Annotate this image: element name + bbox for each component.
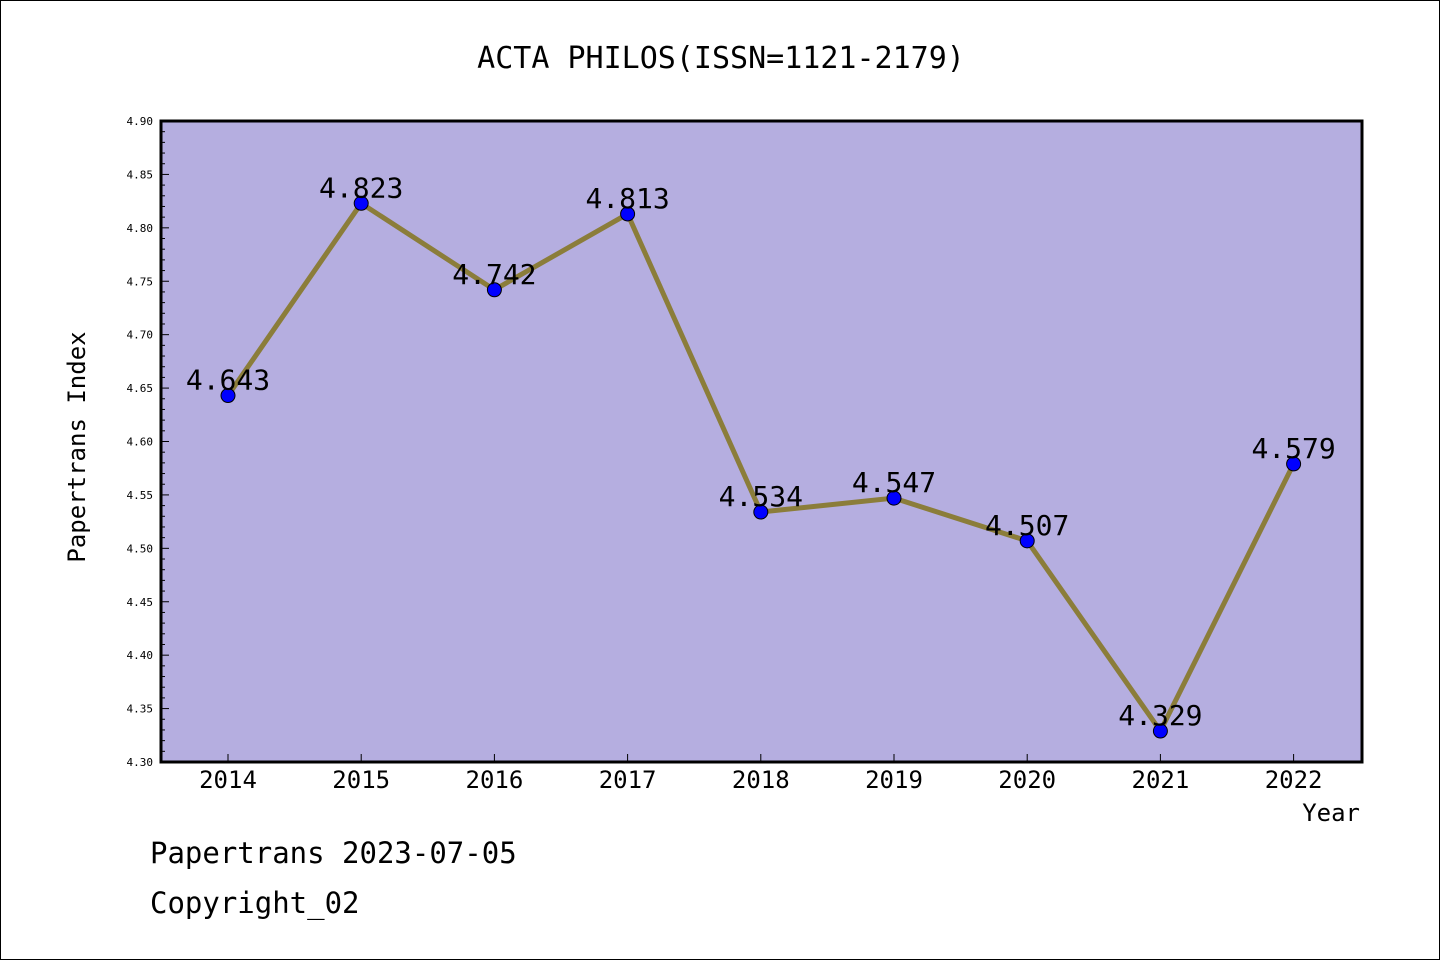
x-tick-label: 2017 — [599, 766, 657, 794]
y-tick-label: 4.80 — [127, 222, 154, 235]
data-point-2016 — [486, 282, 502, 298]
data-label-2015: 4.823 — [319, 171, 403, 204]
y-tick-label: 4.65 — [127, 382, 154, 395]
data-labels: 4.643 4.823 4.742 4.813 4.534 4.547 4.507 4.329… — [186, 171, 1336, 732]
data-label-2021: 4.329 — [1118, 699, 1202, 732]
x-axis-label: Year — [1302, 799, 1360, 827]
footer-copyright: Copyright_02 — [150, 886, 360, 920]
y-tick-label: 4.70 — [127, 329, 154, 342]
y-axis: 4.30 4.35 4.40 4.45 4.50 4.55 4.60 4.65 4.70 4.75… — [127, 115, 169, 769]
y-tick-label: 4.30 — [127, 756, 154, 769]
chart-title: ACTA PHILOS(ISSN=1121-2179) — [477, 41, 965, 76]
data-label-2017: 4.813 — [585, 182, 669, 215]
y-axis-label: Papertrans Index — [63, 331, 91, 562]
data-point-2018 — [753, 504, 769, 520]
x-tick-label: 2018 — [732, 766, 790, 794]
y-tick-label: 4.60 — [127, 436, 154, 449]
data-point-2022 — [1286, 456, 1302, 472]
data-label-2019: 4.547 — [852, 466, 936, 499]
data-point-2015 — [353, 195, 369, 211]
x-tick-label: 2022 — [1265, 766, 1323, 794]
x-tick-label: 2016 — [466, 766, 524, 794]
data-label-2020: 4.507 — [985, 509, 1069, 542]
data-point-2020 — [1019, 533, 1035, 549]
y-tick-label: 4.50 — [127, 542, 154, 555]
data-label-2018: 4.534 — [719, 480, 803, 513]
x-tick-label: 2015 — [332, 766, 390, 794]
data-point-2014 — [220, 388, 236, 404]
y-tick-label: 4.85 — [127, 168, 154, 181]
y-tick-label: 4.40 — [127, 649, 154, 662]
plot-area — [159, 119, 1364, 764]
y-tick-label: 4.75 — [127, 275, 154, 288]
data-point-2021 — [1152, 723, 1168, 739]
y-tick-label: 4.45 — [127, 596, 154, 609]
x-tick-label: 2021 — [1132, 766, 1190, 794]
data-point-2017 — [620, 206, 636, 222]
y-tick-label: 4.90 — [127, 115, 154, 128]
data-label-2022: 4.579 — [1251, 432, 1335, 465]
data-label-2016: 4.742 — [452, 258, 536, 291]
data-markers — [220, 195, 1302, 739]
x-tick-label: 2020 — [998, 766, 1056, 794]
data-point-2019 — [886, 490, 902, 506]
footer-source: Papertrans 2023-07-05 — [150, 836, 517, 870]
x-axis: 2014 2015 2016 2017 2018 2019 2020 2021 2022 — [199, 754, 1322, 794]
x-tick-label: 2014 — [199, 766, 257, 794]
data-label-2014: 4.643 — [186, 364, 270, 397]
x-tick-label: 2019 — [865, 766, 923, 794]
y-tick-label: 4.55 — [127, 489, 154, 502]
y-tick-label: 4.35 — [127, 703, 154, 716]
